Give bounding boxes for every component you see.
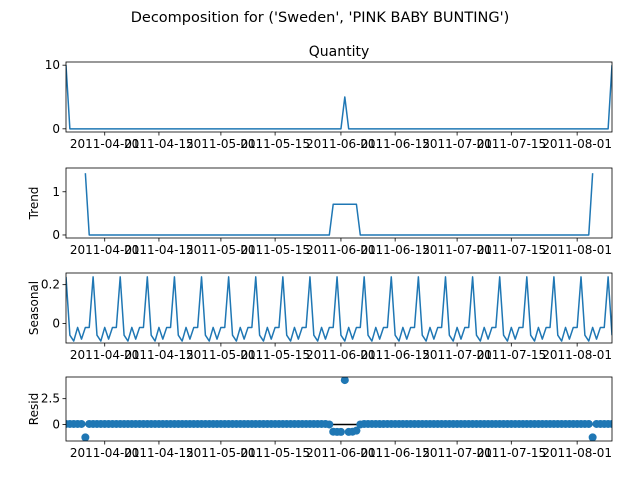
figure-title: Decomposition for ('Sweden', 'PINK BABY … [131,10,510,26]
chart-panel-4: Resid 02.52011-04-012011-04-152011-05-012… [27,376,613,460]
x-tick-label: 2011-05-15 [240,243,310,257]
x-tick-label: 2011-04-15 [124,348,194,362]
x-tick-label: 2011-07-15 [476,243,546,257]
series-line [84,173,594,236]
x-tick-label: 2011-08-01 [542,348,612,362]
x-tick-label: 2011-06-01 [306,348,376,362]
resid-point [81,433,90,441]
x-tick-label: 2011-07-01 [422,243,492,257]
y-tick-label: 0.2 [41,278,60,292]
plot-area [66,65,612,130]
x-tick-label: 2011-05-01 [186,137,256,151]
x-tick-label: 2011-06-15 [360,137,430,151]
x-tick-label: 2011-07-01 [422,348,492,362]
axes-frame [65,167,613,239]
resid-point [336,427,345,436]
x-tick-label: 2011-04-01 [70,446,140,460]
x-tick-label: 2011-08-01 [542,243,612,257]
chart-panel-2: Trend012011-04-012011-04-152011-05-01201… [27,167,613,257]
x-tick-label: 2011-06-01 [306,243,376,257]
x-tick-label: 2011-08-01 [542,446,612,460]
x-tick-label: 2011-05-15 [240,446,310,460]
axes-frame [65,272,613,344]
x-tick-label: 2011-07-15 [476,446,546,460]
x-tick-label: 2011-07-15 [476,137,546,151]
y-tick-label: 10 [45,58,60,72]
panel-title: Quantity [309,44,370,60]
x-tick-label: 2011-04-01 [70,243,140,257]
resid-point [340,377,349,385]
x-tick-label: 2011-04-15 [124,446,194,460]
resid-point [608,419,612,428]
x-tick-label: 2011-05-01 [186,446,256,460]
x-tick-label: 2011-06-01 [306,137,376,151]
x-tick-label: 2011-05-15 [240,348,310,362]
x-tick-label: 2011-06-15 [360,348,430,362]
resid-point [584,419,593,428]
x-tick-label: 2011-05-01 [186,348,256,362]
y-axis-label: Seasonal [27,281,41,335]
x-tick-label: 2011-05-15 [240,137,310,151]
x-tick-label: 2011-08-01 [542,137,612,151]
y-tick-label: 0 [52,228,60,242]
axes-frame [65,376,613,442]
series-line [66,65,612,130]
x-tick-label: 2011-07-01 [422,446,492,460]
x-tick-label: 2011-04-01 [70,348,140,362]
resid-point [352,426,361,435]
x-tick-label: 2011-07-15 [476,348,546,362]
x-tick-label: 2011-06-15 [360,446,430,460]
resid-point [325,420,334,429]
y-tick-label: 0 [52,122,60,136]
x-tick-label: 2011-04-01 [70,137,140,151]
chart-panel-3: Seasonal 00.22011-04-012011-04-152011-05-… [27,272,613,362]
y-tick-label: 0 [52,317,60,331]
y-tick-label: 1 [52,185,60,199]
x-tick-label: 2011-04-15 [124,137,194,151]
resid-point [77,419,86,428]
y-tick-label: 2.5 [41,392,60,406]
x-tick-label: 2011-07-01 [422,137,492,151]
panels: Quantity0102011-04-012011-04-152011-05-0… [27,44,613,460]
plot-area [84,173,594,236]
x-tick-label: 2011-06-01 [306,446,376,460]
y-axis-label: Trend [27,187,41,221]
series-line [66,276,612,342]
y-axis-label: Resid [27,393,41,425]
chart-panel-1: Quantity 0 10 2011-04-012011-04-152011-05-0… [45,44,613,151]
y-tick-label: 0 [52,417,60,431]
x-tick-label: 2011-06-15 [360,243,430,257]
x-tick-label: 2011-05-01 [186,243,256,257]
axes-frame [65,61,613,133]
plot-area [66,377,612,441]
resid-point [588,433,597,441]
plot-area [66,276,612,342]
x-tick-label: 2011-04-15 [124,243,194,257]
